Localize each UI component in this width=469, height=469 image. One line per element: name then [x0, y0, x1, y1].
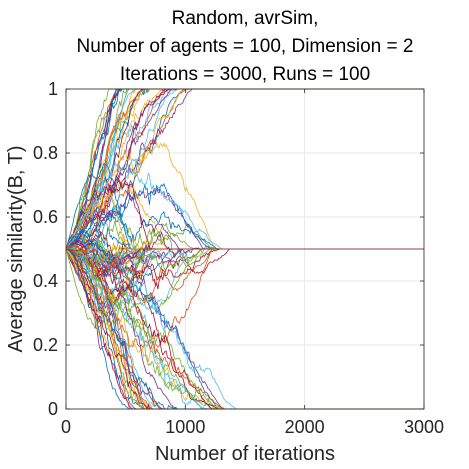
title-line-3: Iterations = 3000, Runs = 100 — [120, 64, 370, 85]
y-tick-label: 0.6 — [33, 207, 58, 227]
axes-box — [65, 88, 425, 410]
x-tick-label: 3000 — [404, 417, 444, 437]
title-line-1: Random, avrSim, — [172, 8, 319, 29]
title-line-2: Number of agents = 100, Dimension = 2 — [77, 36, 414, 57]
x-tick-label: 2000 — [285, 417, 325, 437]
x-tick-label: 1000 — [165, 417, 205, 437]
chart-title: Random, avrSim, Number of agents = 100, … — [77, 8, 414, 85]
run-line — [65, 248, 424, 285]
y-tick-label: 0.8 — [33, 143, 58, 163]
axis-ticks: 0 1000 2000 3000 0 0.2 0.4 0.6 0.8 1 — [33, 79, 444, 437]
y-tick-label: 1 — [48, 79, 58, 99]
y-axis-label: Average similarity(B, T) — [5, 145, 27, 352]
y-tick-label: 0 — [48, 399, 58, 419]
y-tick-label: 0.4 — [33, 271, 58, 291]
y-tick-label: 0.2 — [33, 335, 58, 355]
x-tick-label: 0 — [61, 417, 71, 437]
x-axis-label: Number of iterations — [155, 443, 335, 465]
